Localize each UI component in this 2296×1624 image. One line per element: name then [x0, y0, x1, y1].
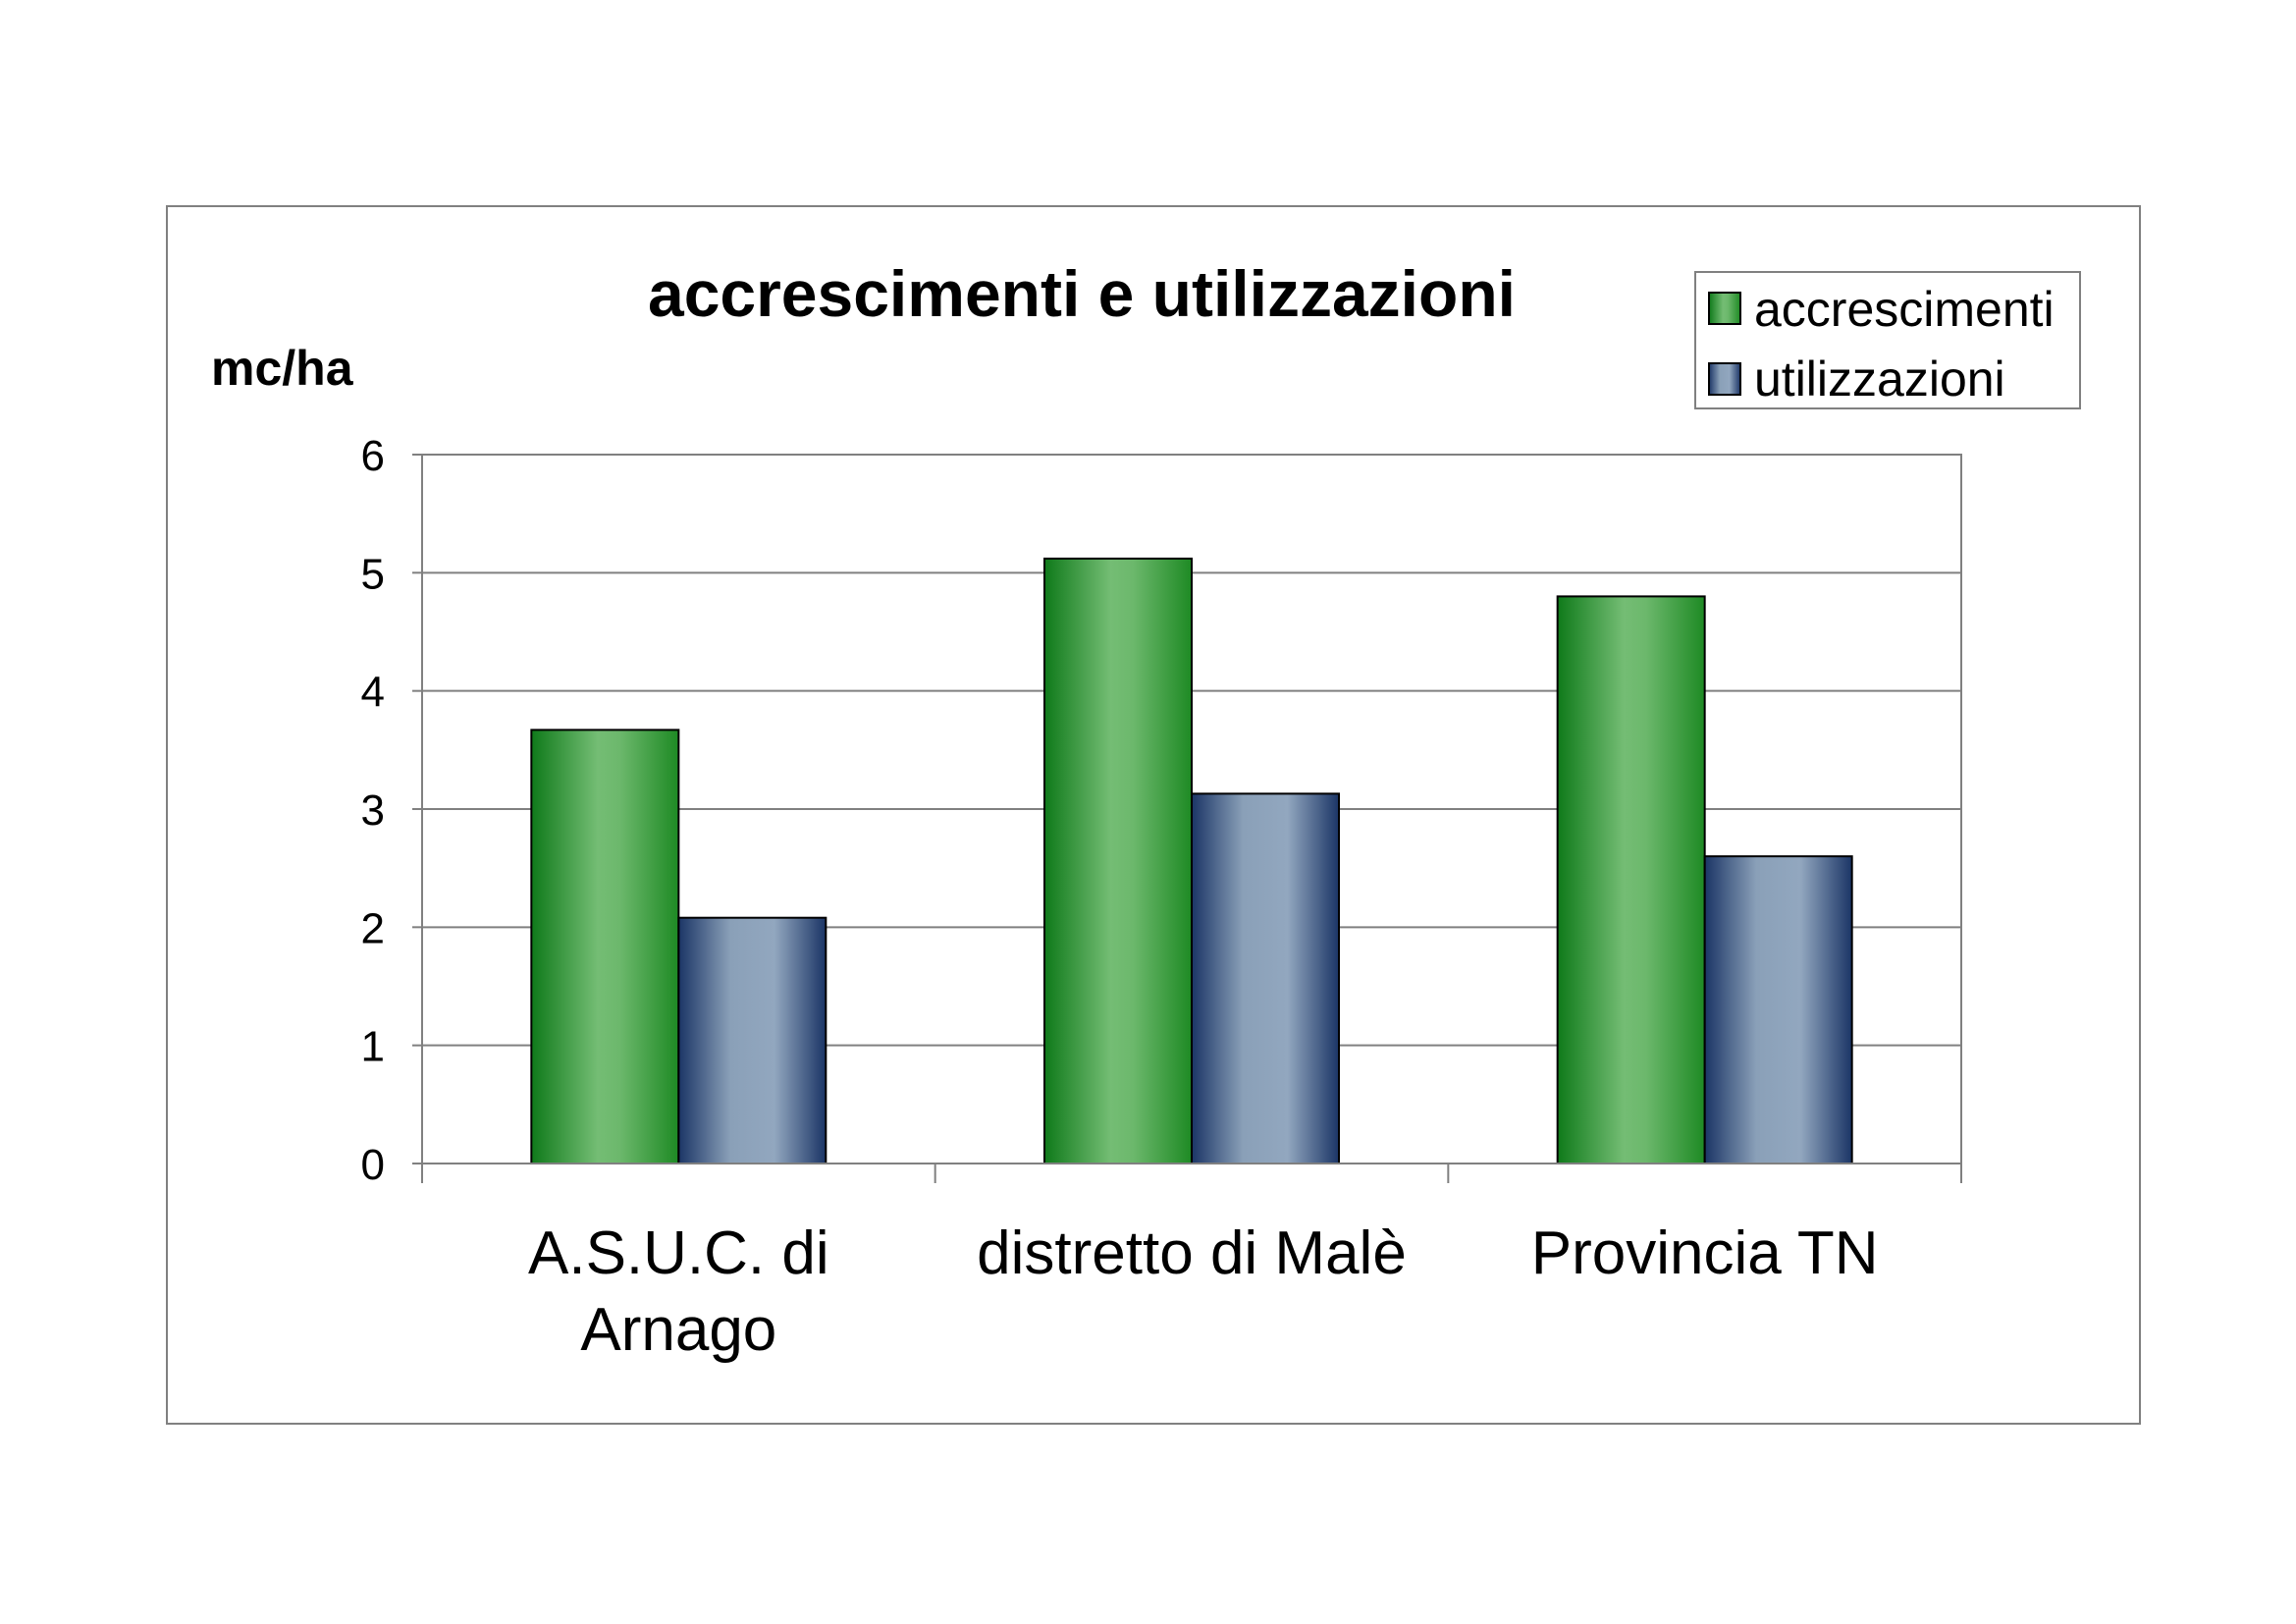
- legend-box: [1694, 271, 2081, 409]
- bar-utilizzazioni: [1191, 792, 1340, 1165]
- y-tick-label: 5: [361, 550, 385, 598]
- x-axis: [421, 1163, 1962, 1183]
- y-tick-label: 1: [361, 1023, 385, 1071]
- y-axis-label: mc/ha: [211, 341, 354, 396]
- category-label: A.S.U.C. di: [528, 1219, 829, 1287]
- legend-swatch-accrescimenti: [1708, 292, 1741, 325]
- legend-swatch-utilizzazioni: [1708, 362, 1741, 396]
- category-label: Arnago: [580, 1296, 776, 1364]
- legend: accrescimenti utilizzazioni: [1694, 271, 2081, 409]
- y-tick-label: 4: [361, 669, 385, 717]
- category-label: distretto di Malè: [977, 1219, 1407, 1287]
- legend-label-utilizzazioni: utilizzazioni: [1754, 352, 2005, 406]
- y-axis-ticks: 0 1 2 3 4 5 6: [361, 432, 422, 1189]
- bar-accrescimenti: [1556, 595, 1706, 1164]
- bar-utilizzazioni: [677, 916, 828, 1164]
- bar-accrescimenti: [530, 729, 680, 1164]
- chart-title: accrescimenti e utilizzazioni: [648, 257, 1516, 330]
- bars: [530, 557, 1853, 1165]
- y-tick-label: 0: [361, 1141, 385, 1189]
- bar-accrescimenti: [1043, 557, 1193, 1164]
- y-tick-label: 2: [361, 904, 385, 952]
- y-tick-label: 6: [361, 432, 385, 480]
- bar-utilizzazioni: [1703, 855, 1853, 1165]
- category-labels: A.S.U.C. di Arnago distretto di Malè Provin…: [528, 1219, 1879, 1364]
- legend-label-accrescimenti: accrescimenti: [1754, 282, 2055, 337]
- category-label: Provincia TN: [1531, 1219, 1879, 1287]
- y-tick-label: 3: [361, 786, 385, 835]
